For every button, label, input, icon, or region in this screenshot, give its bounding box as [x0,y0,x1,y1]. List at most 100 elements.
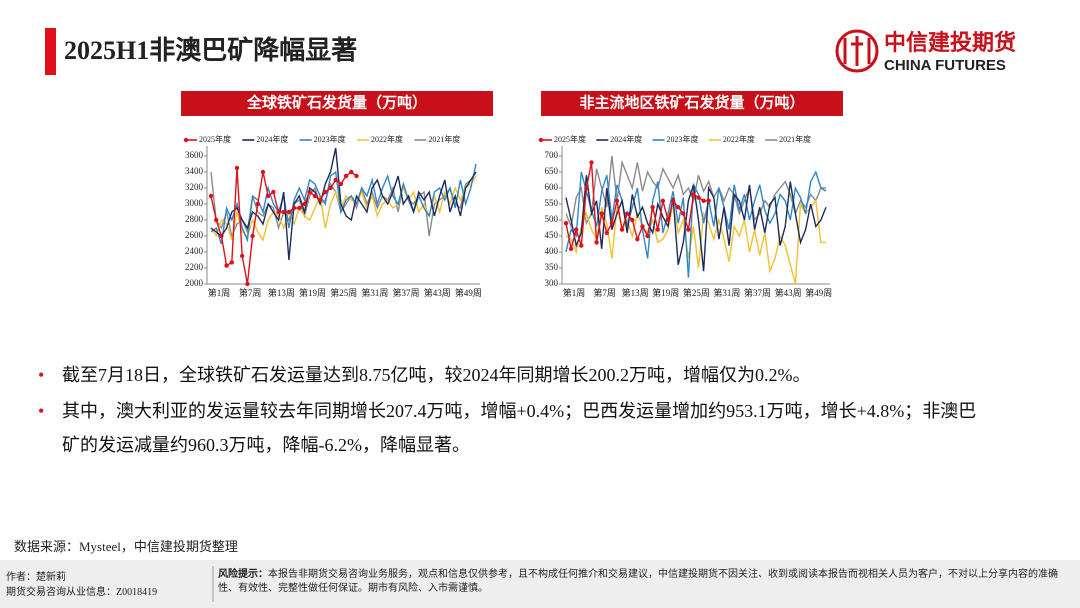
series-marker [260,169,266,175]
series-marker [354,173,359,179]
y-tick-label: 650 [545,166,559,176]
series-marker [323,189,328,195]
series-marker [281,209,286,215]
x-tick-label: 第13周 [622,287,649,298]
series-line [565,199,826,285]
series-marker [224,263,229,268]
series-marker [245,281,250,287]
series-marker [338,181,344,187]
series-line [565,155,826,229]
legend-label: 2025年度 [199,134,231,144]
slide-title: 2025H1非澳巴矿降幅显著 [64,35,357,65]
legend-bg [650,134,705,146]
x-tick-label: 第1周 [563,287,586,298]
series-marker [271,189,276,195]
series-marker [219,233,224,239]
risk-label: 风险提示： [218,569,268,580]
x-tick-label: 第37周 [744,287,771,298]
legend-label: 2023年度 [667,134,699,144]
series-marker [619,227,625,232]
logo-icon [835,29,879,73]
x-tick-label: 第31周 [713,287,740,298]
series-marker [675,205,681,210]
series-line [210,147,477,261]
y-tick-label: 3000 [185,198,204,208]
legend-bg [297,134,353,146]
y-tick-label: 500 [545,214,559,224]
series-marker [239,253,245,259]
y-tick-label: 3200 [185,182,204,192]
y-tick-label: 400 [545,246,559,256]
series-line [210,171,477,239]
legend-marker [538,137,544,143]
legend-label: 2023年度 [314,134,346,144]
y-tick-label: 2200 [185,262,204,272]
license: 期货交易咨询从业信息：Z0018419 [6,587,158,598]
series-marker [624,211,630,216]
series-marker [681,211,686,216]
logo-cn: 中信建投期货 [884,30,1016,56]
series-marker [286,209,292,215]
series-marker [255,201,260,207]
series-marker [599,211,604,216]
legend-label: 2025年度 [554,134,586,144]
legend-label: 2021年度 [428,134,460,144]
series-marker [645,233,650,239]
series-marker [630,217,635,223]
title-bar [45,28,56,75]
legend-label: 2022年度 [371,134,403,144]
x-tick-label: 第19周 [299,287,326,298]
series-marker [686,227,691,232]
y-tick-label: 2000 [185,278,204,288]
legend-bg [538,134,592,146]
y-tick-label: 350 [545,262,559,272]
series-marker [250,233,255,239]
series-marker [307,189,312,195]
series-marker [302,201,307,207]
legend-label: 2022年度 [723,134,755,144]
risk-text: 本报告非期货交易咨询业务服务，观点和信息仅供参考，且不构成任何推介和交易建议，中… [218,569,1058,594]
legend-label: 2024年度 [610,134,642,144]
x-tick-label: 第37周 [393,287,420,298]
x-tick-label: 第1周 [208,287,231,298]
y-tick-label: 2400 [185,246,204,256]
bullet: 其中，澳大利亚的发运量较去年同期增长207.4万吨，增幅+0.4%；巴西发运量增… [38,394,982,462]
legend-bg [354,134,410,146]
x-tick-label: 第43周 [424,287,451,298]
series-marker [696,195,701,200]
series-marker [604,230,609,235]
legend-label: 2024年度 [256,134,288,144]
y-tick-label: 450 [545,230,559,240]
y-tick-label: 600 [545,182,559,192]
x-tick-label: 第19周 [652,287,679,298]
logo-en: CHINA FUTURES [884,57,1006,74]
x-tick-label: 第7周 [239,287,262,298]
y-tick-label: 3600 [185,150,204,160]
chart-title-box [181,91,493,116]
series-marker [635,237,640,242]
chart-title: 全球铁矿石发货量（万吨） [246,93,427,111]
x-tick-label: 第7周 [593,287,616,298]
bullet: 截至7月18日，全球铁矿石发运量达到8.75亿吨，较2024年同期增长200.2… [38,358,982,392]
series-marker [594,240,599,245]
y-tick-label: 2600 [185,230,204,240]
x-tick-label: 第49周 [805,287,832,298]
legend-bg [706,134,761,146]
legend-bg [183,134,238,146]
series-marker [213,217,219,223]
legend-marker [183,137,189,143]
series-marker [701,198,706,203]
y-tick-label: 550 [545,198,559,208]
series-marker [343,173,349,179]
series-marker [349,169,354,175]
y-tick-label: 2800 [185,214,204,224]
series-marker [317,197,323,203]
chart-title: 非主流地区铁矿石发货量（万吨） [579,93,804,111]
series-marker [208,193,214,199]
series-marker [691,192,696,197]
legend-bg [240,134,295,146]
legend-bg [412,134,467,146]
y-tick-label: 3400 [185,166,204,176]
series-marker [312,193,318,199]
